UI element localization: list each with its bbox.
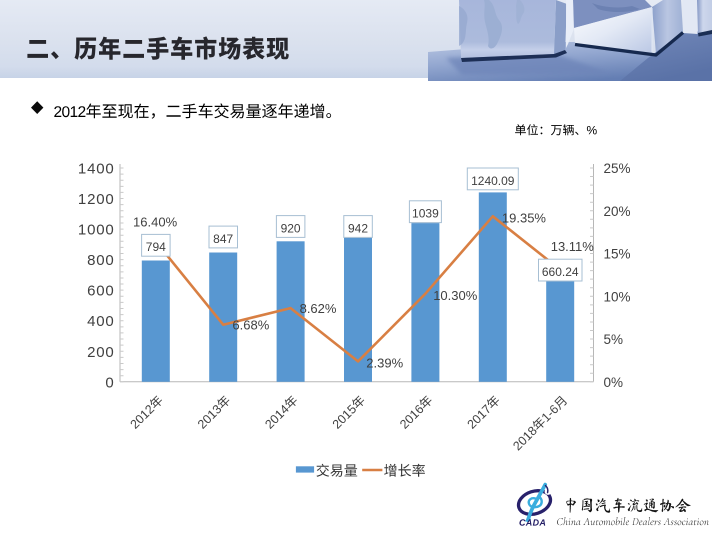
svg-text:1200: 1200 (78, 191, 115, 208)
svg-text:794: 794 (146, 240, 166, 254)
svg-text:15%: 15% (604, 247, 631, 262)
svg-text:400: 400 (87, 313, 114, 330)
svg-text:6.68%: 6.68% (232, 318, 269, 333)
svg-text:20%: 20% (604, 204, 631, 219)
svg-text:13.11%: 13.11% (551, 239, 595, 254)
svg-text:10.30%: 10.30% (433, 288, 478, 303)
svg-text:25%: 25% (604, 161, 631, 176)
svg-text:847: 847 (213, 232, 233, 246)
svg-text:1240.09: 1240.09 (471, 174, 515, 188)
svg-text:660.24: 660.24 (542, 265, 579, 279)
svg-text:200: 200 (87, 344, 114, 361)
svg-text:19.35%: 19.35% (502, 211, 547, 226)
svg-text:600: 600 (87, 283, 114, 300)
svg-text:0%: 0% (604, 375, 624, 390)
svg-text:10%: 10% (604, 289, 631, 304)
svg-text:800: 800 (87, 252, 114, 269)
svg-text:920: 920 (281, 221, 301, 235)
svg-text:1000: 1000 (78, 222, 115, 239)
svg-text:1400: 1400 (78, 161, 115, 178)
svg-text:8.62%: 8.62% (300, 301, 337, 316)
svg-text:0: 0 (105, 374, 114, 391)
svg-text:16.40%: 16.40% (133, 215, 178, 230)
svg-text:5%: 5% (604, 332, 624, 347)
svg-text:1039: 1039 (412, 207, 439, 221)
svg-text:942: 942 (348, 221, 368, 235)
svg-text:2.39%: 2.39% (366, 356, 403, 371)
